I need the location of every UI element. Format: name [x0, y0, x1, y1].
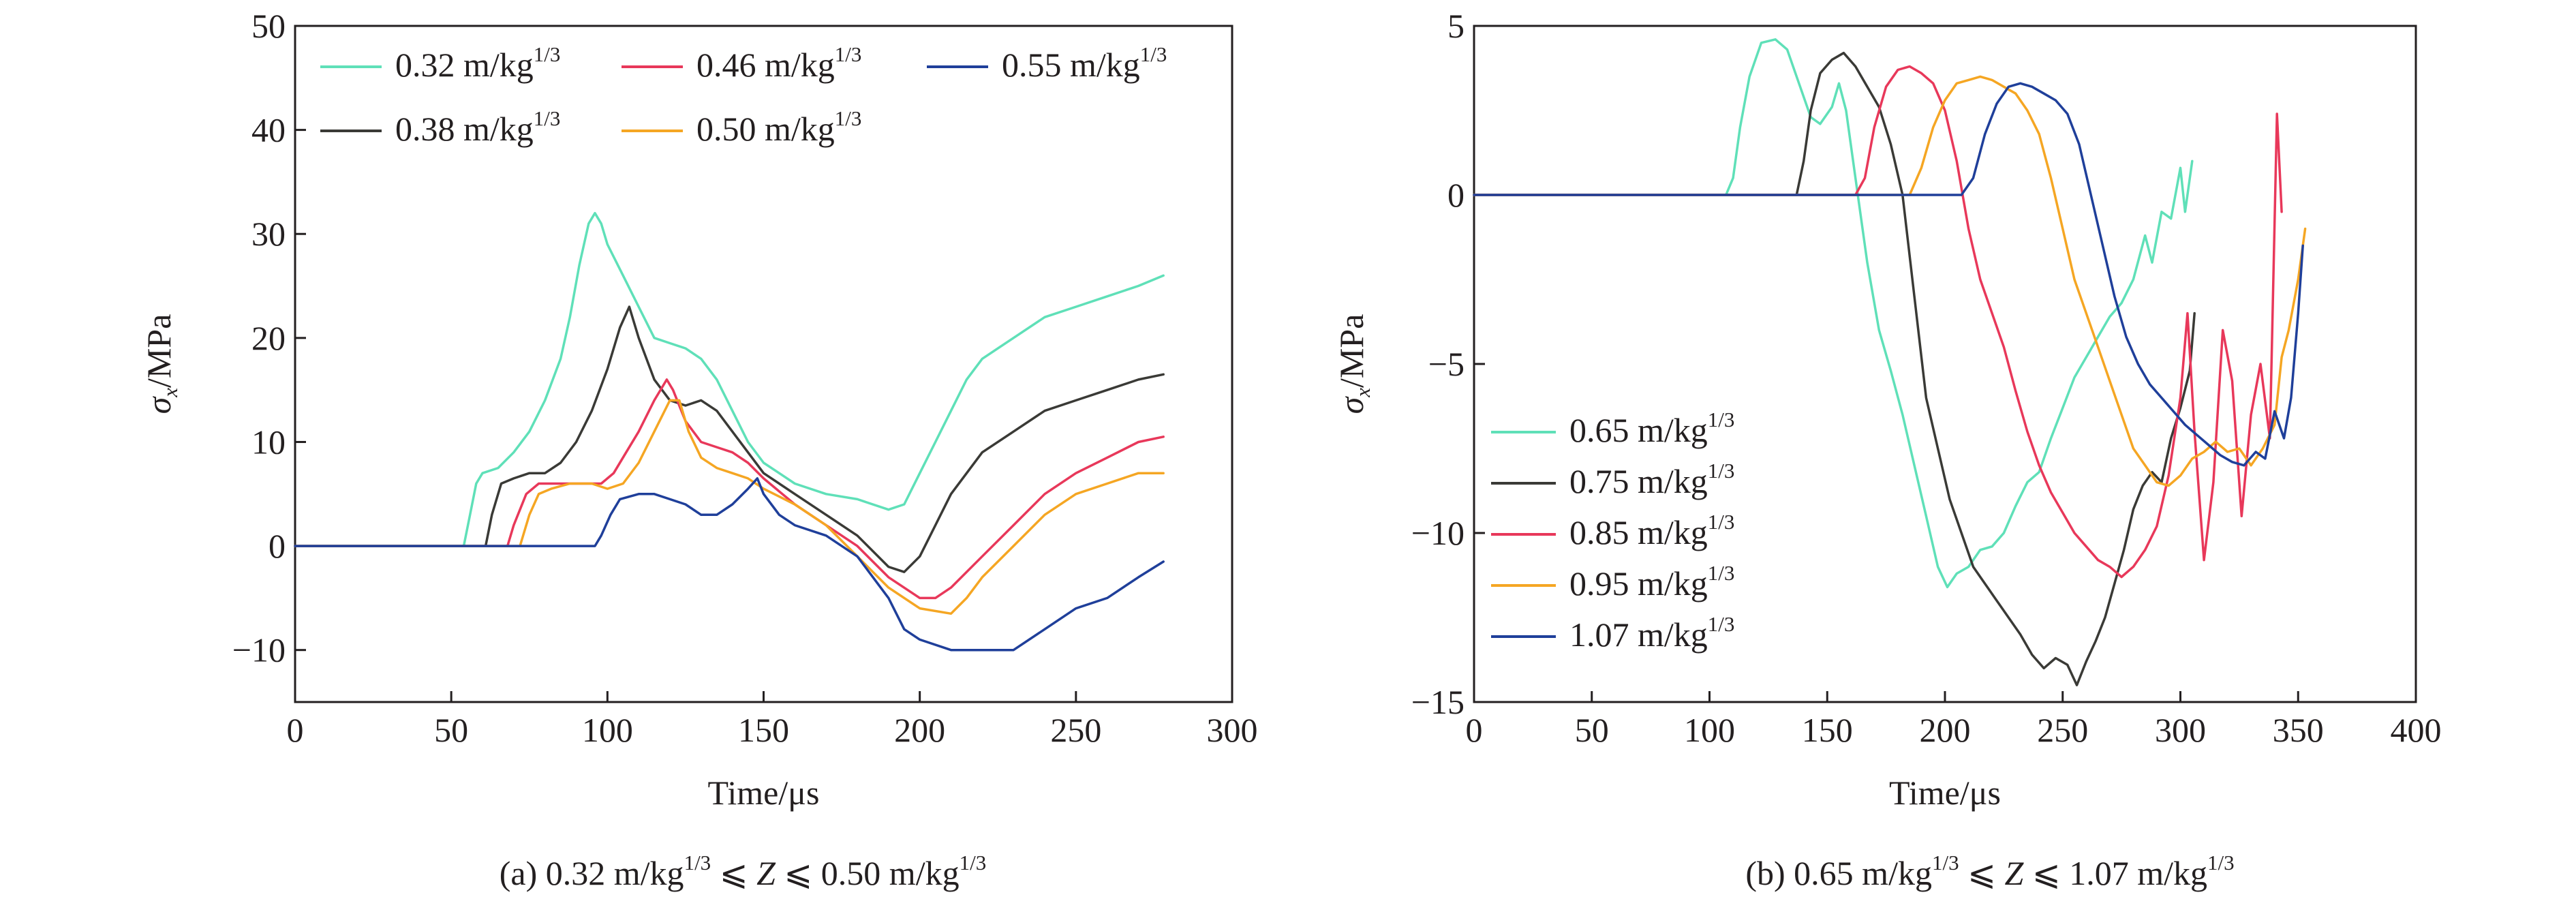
x-tick-label: 50 — [434, 711, 468, 749]
panel-caption: (a) 0.32 m/kg1/3 ⩽ Z ⩽ 0.50 m/kg1/3 — [500, 851, 986, 892]
x-tick-label: 50 — [1575, 711, 1609, 749]
x-tick-label: 350 — [2273, 711, 2324, 749]
x-tick-label: 150 — [738, 711, 789, 749]
x-tick-label: 100 — [582, 711, 633, 749]
legend-label: 0.32 m/kg1/3 — [395, 42, 560, 84]
y-tick-label: 0 — [269, 527, 286, 565]
series-line-4 — [1473, 82, 2304, 467]
legend-label: 1.07 m/kg1/3 — [1569, 612, 1734, 654]
legend-label: 0.50 m/kg1/3 — [696, 106, 861, 148]
legend-label: 0.55 m/kg1/3 — [1002, 42, 1167, 84]
series-line-4 — [294, 477, 1165, 652]
legend-label: 0.95 m/kg1/3 — [1569, 561, 1734, 603]
legend-item: 0.32 m/kg1/3 — [320, 42, 560, 84]
x-axis-label: Time/μs — [708, 774, 820, 812]
y-tick-label: 0 — [1447, 176, 1465, 214]
x-tick-label: 300 — [1207, 711, 1258, 749]
x-tick-label: 100 — [1684, 711, 1735, 749]
legend-item: 0.75 m/kg1/3 — [1491, 459, 1734, 500]
legend-item: 0.55 m/kg1/3 — [927, 42, 1167, 84]
y-tick-label: −15 — [1411, 683, 1465, 721]
x-tick-label: 150 — [1802, 711, 1853, 749]
legend-label: 0.38 m/kg1/3 — [395, 106, 560, 148]
y-tick-label: 20 — [251, 319, 286, 357]
panel-a: 0 50 100 150 200 250 300 −10 0 10 20 30 40 50 Time/μs σ… — [140, 7, 1258, 892]
y-tick-label: 5 — [1447, 7, 1465, 45]
legend: 0.65 m/kg1/3 0.75 m/kg1/3 0.85 m/kg1/3 0.95… — [1491, 408, 1734, 654]
x-tick-label: 300 — [2155, 711, 2206, 749]
series-line-2 — [1473, 65, 2283, 579]
panel-b: 0 50 100 150 200 250 300 350 400 −15 −10 −5 0 5 Time/μ… — [1332, 7, 2442, 892]
legend-item: 0.38 m/kg1/3 — [320, 106, 560, 148]
legend-item: 0.65 m/kg1/3 — [1491, 408, 1734, 449]
series-line-3 — [294, 399, 1165, 615]
y-axis-label: σx/MPa — [140, 314, 182, 414]
series-line-1 — [1473, 51, 2196, 686]
legend-item: 1.07 m/kg1/3 — [1491, 612, 1734, 654]
x-tick-label: 0 — [287, 711, 304, 749]
legend-item: 0.50 m/kg1/3 — [622, 106, 861, 148]
series-line-2 — [294, 378, 1165, 600]
legend-label: 0.75 m/kg1/3 — [1569, 459, 1734, 500]
legend-item: 0.46 m/kg1/3 — [622, 42, 861, 84]
y-tick-label: 40 — [251, 111, 286, 149]
legend-label: 0.65 m/kg1/3 — [1569, 408, 1734, 449]
series-line-3 — [1473, 75, 2307, 487]
x-tick-label: 400 — [2391, 711, 2442, 749]
y-tick-label: 50 — [251, 7, 286, 45]
x-tick-label: 250 — [1050, 711, 1101, 749]
x-tick-label: 0 — [1466, 711, 1483, 749]
x-tick-label: 200 — [894, 711, 945, 749]
legend: 0.32 m/kg1/3 0.46 m/kg1/3 0.55 m/kg1/3 0.38… — [320, 42, 1167, 148]
y-tick-label: 10 — [251, 423, 286, 461]
legend-item: 0.85 m/kg1/3 — [1491, 510, 1734, 551]
x-tick-label: 250 — [2037, 711, 2088, 749]
legend-label: 0.46 m/kg1/3 — [696, 42, 861, 84]
legend-label: 0.85 m/kg1/3 — [1569, 510, 1734, 551]
series-line-0 — [294, 211, 1165, 547]
y-axis-label: σx/MPa — [1332, 314, 1375, 414]
series-lines — [294, 211, 1165, 652]
legend-item: 0.95 m/kg1/3 — [1491, 561, 1734, 603]
panel-caption: (b) 0.65 m/kg1/3 ⩽ Z ⩽ 1.07 m/kg1/3 — [1745, 851, 2234, 892]
series-line-0 — [1473, 38, 2194, 589]
x-axis-label: Time/μs — [1889, 774, 2001, 812]
y-tick-label: 30 — [251, 215, 286, 253]
series-lines — [1473, 38, 2307, 686]
y-tick-label: −10 — [1411, 514, 1465, 552]
y-tick-label: −5 — [1428, 345, 1465, 383]
y-tick-label: −10 — [232, 631, 286, 669]
series-line-1 — [294, 305, 1165, 573]
x-tick-label: 200 — [1920, 711, 1971, 749]
